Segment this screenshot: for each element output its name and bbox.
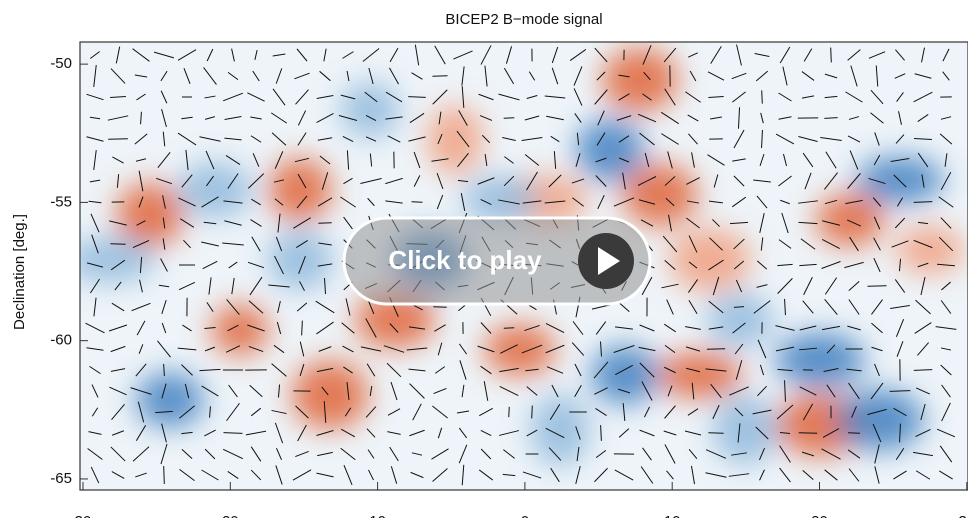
y-axis-label: Declination [deg.]	[11, 214, 28, 330]
y-tick-label: -65	[50, 470, 72, 487]
polarization-line	[532, 406, 533, 419]
x-tick-label: 30	[75, 513, 92, 518]
x-tick-label: 20	[811, 513, 828, 518]
red-blob	[602, 48, 678, 112]
x-tick-label: 10	[369, 513, 386, 518]
polarization-line	[509, 407, 510, 417]
x-tick-label: 30	[958, 513, 968, 518]
polarization-line	[848, 433, 860, 434]
x-tick-label: 0	[521, 513, 529, 518]
x-tick-label: 10	[664, 513, 681, 518]
video-player: BICEP2 B−mode signal Declination [deg.] …	[0, 0, 968, 518]
red-blob	[116, 182, 184, 247]
blue-blob	[341, 82, 400, 137]
y-tick-label: -55	[50, 193, 72, 210]
red-blob	[427, 105, 483, 175]
polarization-line	[408, 97, 426, 98]
play-button[interactable]: Click to play	[344, 218, 650, 304]
polarization-line	[302, 321, 303, 336]
red-blob	[292, 360, 369, 430]
play-button-label[interactable]: Click to play	[388, 245, 542, 275]
blue-blob	[576, 119, 644, 182]
polarization-line	[411, 202, 422, 203]
blue-blob	[136, 373, 204, 428]
polarization-line	[433, 307, 446, 308]
polarization-line	[504, 328, 514, 329]
red-blob	[484, 324, 555, 376]
blue-blob	[713, 395, 777, 464]
y-tick-label: -60	[50, 332, 72, 349]
x-tick-label: 20	[222, 513, 239, 518]
polarization-line	[831, 48, 832, 63]
blue-blob	[856, 156, 944, 203]
red-blob	[622, 163, 698, 226]
red-blob	[896, 226, 964, 274]
red-blob	[268, 158, 332, 222]
polarization-line	[108, 139, 128, 140]
polarization-line	[762, 90, 763, 103]
blue-blob	[178, 162, 252, 218]
polarization-line	[110, 244, 125, 245]
polarization-line	[867, 286, 886, 287]
blue-blob	[775, 332, 865, 387]
polarization-line	[164, 466, 165, 484]
polarization-line	[707, 349, 725, 350]
blue-blob	[836, 389, 923, 451]
blue-blob	[707, 293, 773, 347]
chart-title: BICEP2 B−mode signal	[445, 11, 602, 28]
polarization-line	[914, 370, 932, 371]
y-tick-label: -50	[50, 55, 72, 72]
